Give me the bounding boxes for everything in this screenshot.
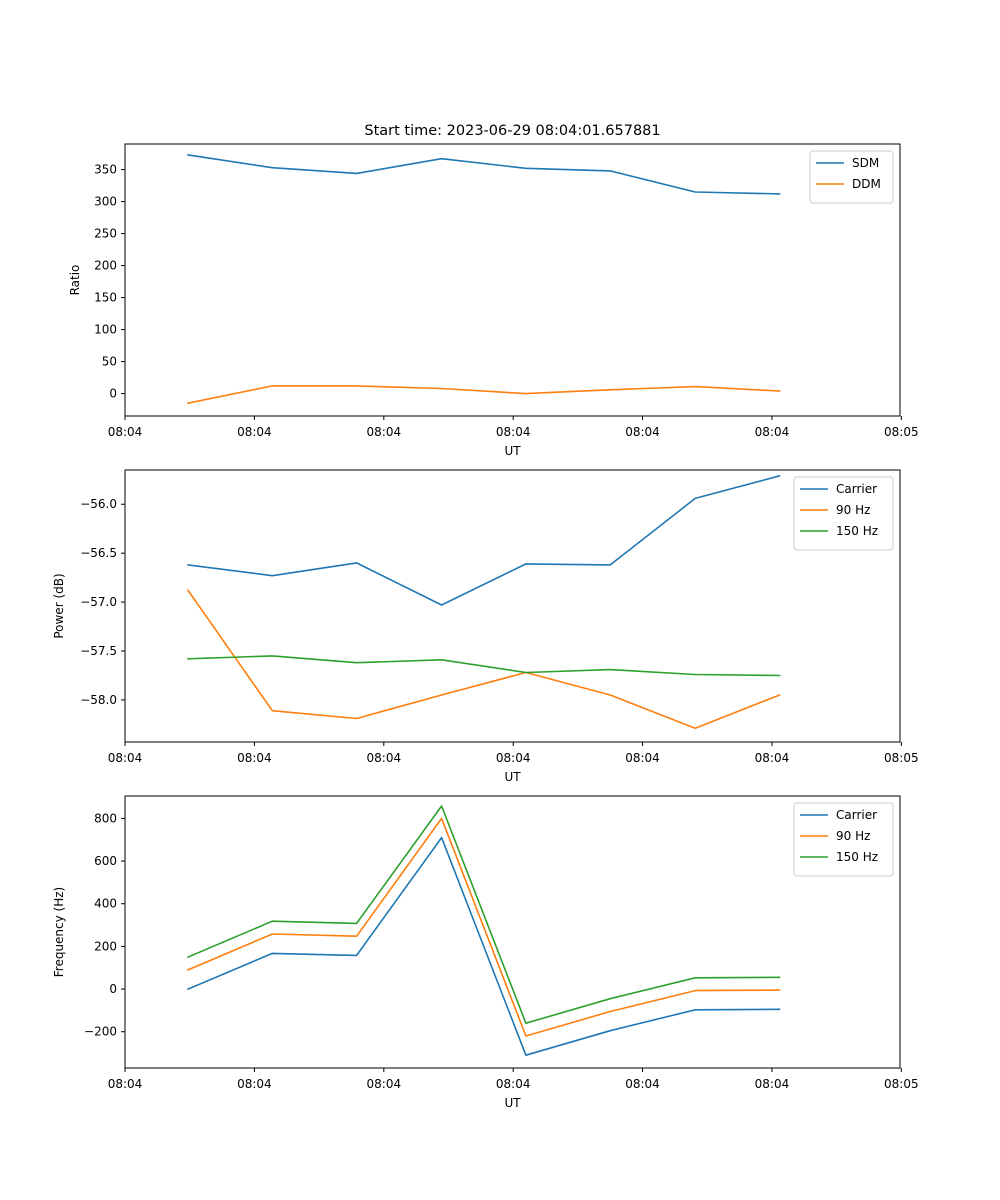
series-line-150-hz: [186, 805, 781, 1025]
x-tick-label: 08:04: [237, 751, 272, 765]
subplot-1: 08:04 08:04 08:04 08:04 08:04 08:04 08:05 0 50 10…: [68, 123, 919, 458]
y-tick-label: 800: [94, 811, 117, 825]
y-tick-label: −57.5: [80, 644, 117, 658]
legend: SDM DDM: [809, 150, 894, 204]
legend-label: DDM: [852, 177, 881, 191]
y-tick-label: 100: [94, 323, 117, 337]
x-tick-label: 08:05: [884, 1077, 919, 1091]
y-tick-label: 200: [94, 939, 117, 953]
x-tick-label: 08:05: [884, 751, 919, 765]
y-tick-label: 250: [94, 227, 117, 241]
chart-title: Start time: 2023-06-29 08:04:01.657881: [364, 123, 660, 139]
x-axis-label: UT: [504, 1096, 521, 1110]
series-line-ddm: [187, 385, 781, 405]
legend-label: 90 Hz: [836, 829, 870, 843]
y-axis-label: Power (dB): [52, 573, 66, 638]
legend: Carrier 90 Hz 150 Hz: [793, 476, 894, 551]
legend-label: SDM: [852, 156, 879, 170]
x-tick-label: 08:04: [367, 1077, 402, 1091]
axes-frame: [124, 469, 901, 743]
y-tick-label: −56.0: [80, 497, 117, 511]
y-axis-label: Frequency (Hz): [52, 887, 66, 978]
legend-label: Carrier: [836, 482, 877, 496]
x-tick-label: 08:04: [367, 425, 402, 439]
x-tick-label: 08:04: [755, 1077, 790, 1091]
y-tick-label: 0: [109, 982, 117, 996]
x-tick-label: 08:04: [237, 425, 272, 439]
series-line-150-hz: [187, 655, 781, 677]
y-tick-label: −58.0: [80, 693, 117, 707]
legend-label: 90 Hz: [836, 503, 870, 517]
y-tick-label: −200: [84, 1025, 117, 1039]
legend-frame: [809, 150, 894, 204]
x-axis-label: UT: [504, 444, 521, 458]
y-axis-label: Ratio: [68, 265, 82, 296]
x-tick-label: 08:04: [496, 1077, 531, 1091]
x-tick-label: 08:04: [108, 425, 143, 439]
series-line-carrier: [186, 836, 781, 1056]
y-tick-label: 350: [94, 163, 117, 177]
x-tick-label: 08:04: [108, 751, 143, 765]
y-tick-label: 200: [94, 259, 117, 273]
axes-frame: [124, 143, 901, 417]
x-tick-label: 08:05: [884, 425, 919, 439]
y-tick-label: −57.0: [80, 595, 117, 609]
legend: Carrier 90 Hz 150 Hz: [793, 802, 894, 877]
x-tick-label: 08:04: [625, 425, 660, 439]
x-tick-label: 08:04: [625, 751, 660, 765]
x-tick-label: 08:04: [496, 751, 531, 765]
y-tick-label: −56.5: [80, 546, 117, 560]
x-tick-label: 08:04: [496, 425, 531, 439]
x-tick-label: 08:04: [755, 751, 790, 765]
series-line-90-hz: [186, 817, 781, 1037]
series-line-carrier: [187, 474, 781, 606]
y-tick-label: 0: [109, 387, 117, 401]
legend-label: 150 Hz: [836, 850, 878, 864]
subplot-2: 08:04 08:04 08:04 08:04 08:04 08:04 08:05 −58.0…: [52, 469, 919, 784]
x-tick-label: 08:04: [108, 1077, 143, 1091]
legend-label: Carrier: [836, 808, 877, 822]
x-axis-label: UT: [504, 770, 521, 784]
y-tick-label: 150: [94, 291, 117, 305]
axes-frame: [124, 795, 901, 1069]
subplot-3: 08:04 08:04 08:04 08:04 08:04 08:04 08:05 −200 0…: [52, 795, 919, 1110]
y-tick-label: 600: [94, 854, 117, 868]
y-tick-label: 50: [102, 355, 117, 369]
y-tick-label: 300: [94, 195, 117, 209]
x-tick-label: 08:04: [625, 1077, 660, 1091]
y-tick-label: 400: [94, 897, 117, 911]
legend-label: 150 Hz: [836, 524, 878, 538]
x-tick-label: 08:04: [755, 425, 790, 439]
series-line-sdm: [187, 153, 781, 195]
x-tick-label: 08:04: [367, 751, 402, 765]
series-line-90-hz: [186, 589, 781, 730]
x-tick-label: 08:04: [237, 1077, 272, 1091]
